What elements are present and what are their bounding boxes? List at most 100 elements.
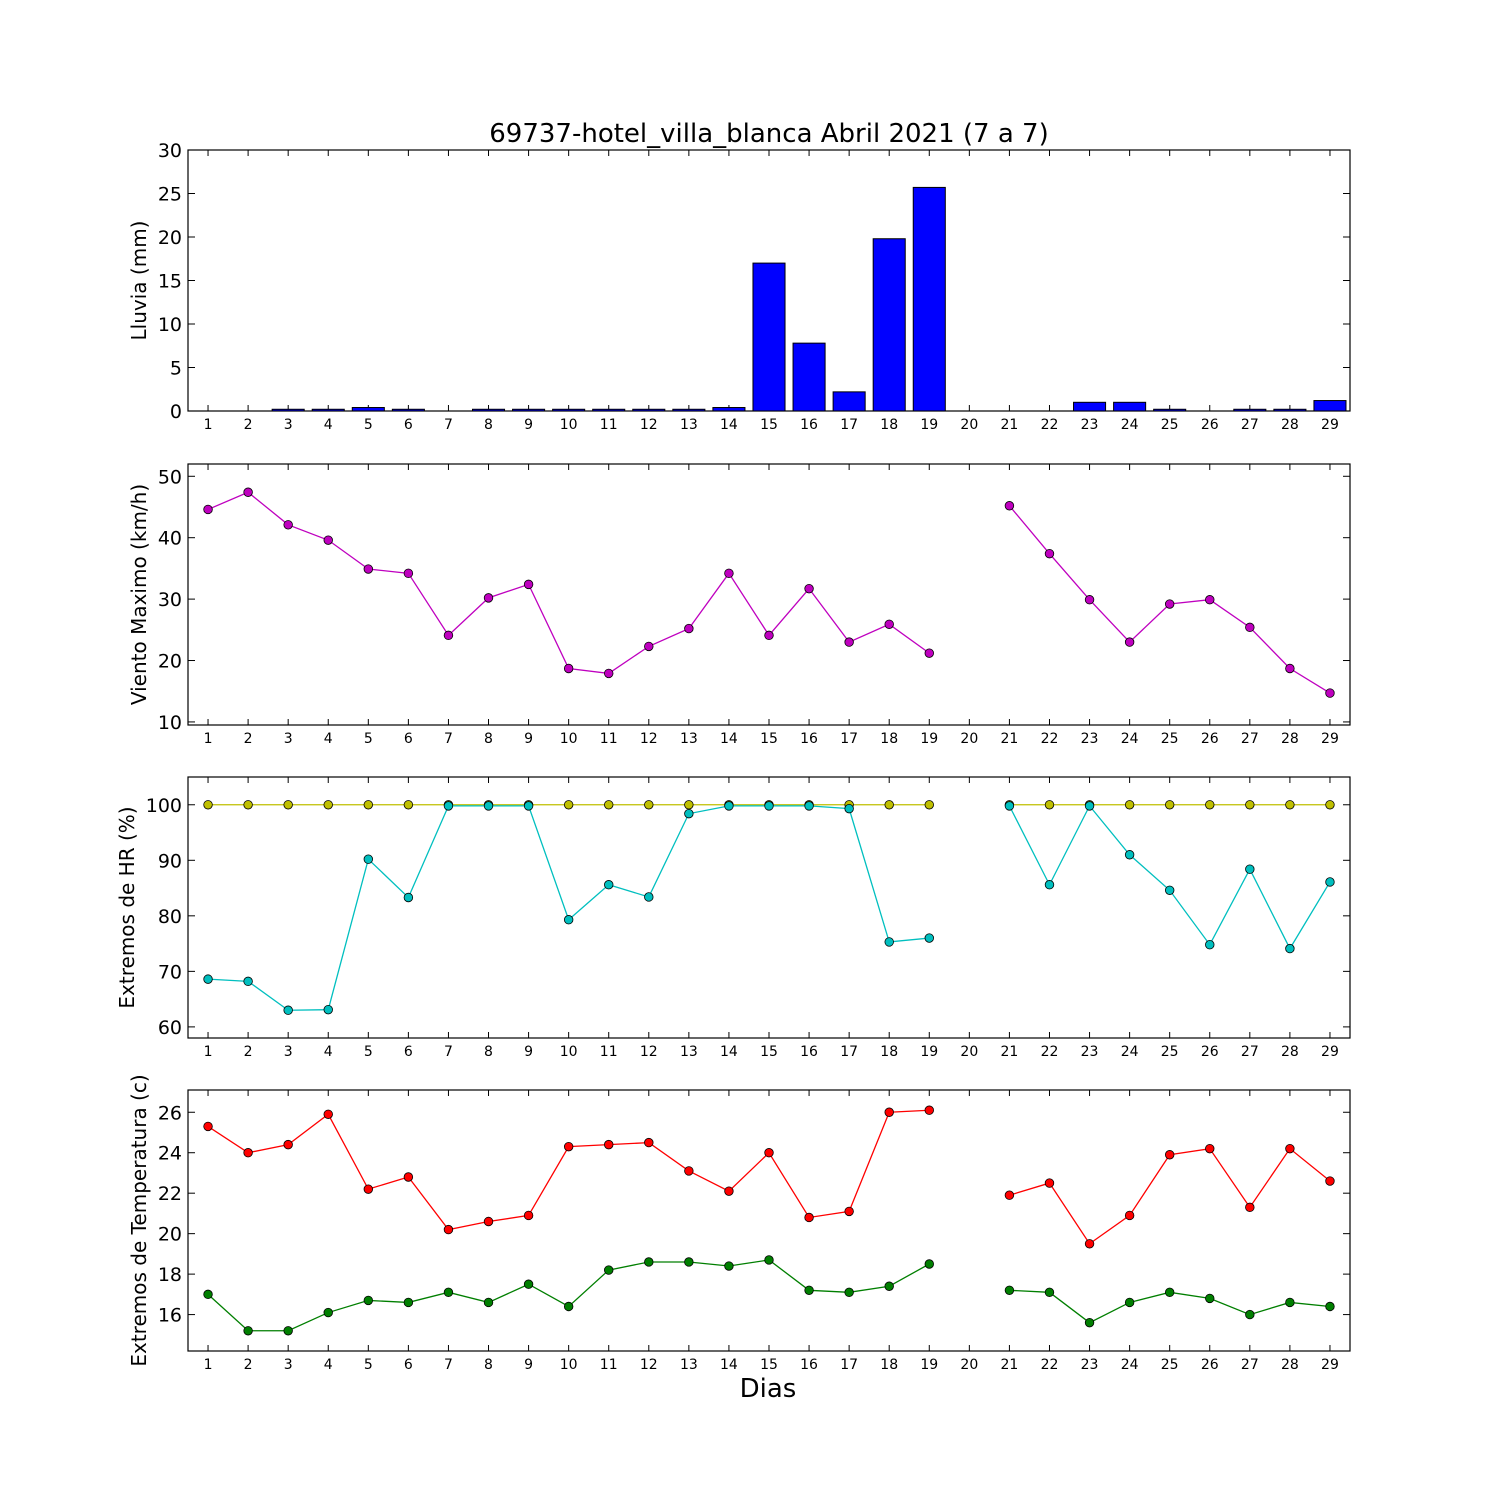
data-point [1245, 1202, 1255, 1213]
x-tick-label: 10 [560, 1357, 578, 1373]
data-point [1205, 940, 1215, 950]
data-point [644, 1257, 654, 1267]
data-point [1044, 548, 1055, 559]
y-axis-label: Extremos de Temperatura (c) [127, 1074, 151, 1366]
x-tick-label: 11 [600, 1357, 618, 1373]
y-tick-label: 10 [158, 314, 182, 336]
y-tick-label: 20 [158, 227, 182, 249]
data-point [523, 1210, 534, 1221]
y-tick-label: 0 [170, 401, 182, 423]
x-tick-label: 22 [1041, 1357, 1059, 1373]
x-tick-label: 4 [324, 417, 333, 433]
x-tick-label: 23 [1081, 1357, 1099, 1373]
data-point [443, 801, 454, 811]
x-tick-label: 17 [840, 417, 858, 433]
x-tick-label: 8 [484, 417, 493, 433]
data-point [203, 1289, 213, 1300]
x-tick-label: 7 [444, 731, 453, 747]
data-point [1124, 1210, 1135, 1221]
data-point [563, 1301, 574, 1312]
data-point [1004, 501, 1015, 511]
data-point [1325, 688, 1335, 698]
x-tick-label: 17 [840, 731, 858, 747]
x-tick-label: 20 [960, 1044, 978, 1060]
data-point [844, 1287, 854, 1298]
data-point [804, 1212, 814, 1223]
data-point [644, 1137, 654, 1148]
data-point [1205, 800, 1215, 810]
data-point [1164, 1287, 1175, 1298]
y-tick-label: 80 [158, 906, 182, 928]
x-tick-label: 20 [960, 417, 978, 433]
x-tick-label: 13 [680, 1357, 698, 1373]
panel-frame [187, 463, 1351, 726]
x-tick-label: 26 [1201, 1357, 1219, 1373]
data-point [604, 1265, 614, 1275]
data-point [1285, 1143, 1295, 1154]
data-point [644, 641, 654, 652]
data-point [1004, 1285, 1015, 1296]
data-point [884, 1107, 894, 1117]
data-point [563, 1141, 574, 1152]
x-tick-label: 28 [1281, 1044, 1299, 1060]
x-tick-label: 5 [364, 1044, 373, 1060]
x-tick-label: 1 [204, 1044, 213, 1060]
panel-frame [187, 776, 1351, 1039]
x-tick-label: 14 [720, 1044, 738, 1060]
series-line [207, 491, 930, 675]
bar [1233, 408, 1267, 412]
y-tick-label: 50 [158, 466, 182, 488]
data-point [924, 648, 934, 658]
bar [712, 407, 746, 412]
data-point [1164, 599, 1175, 609]
x-tick-label: 14 [720, 1357, 738, 1373]
data-point [323, 1307, 333, 1318]
y-tick-label: 24 [158, 1143, 182, 1165]
y-tick-label: 18 [158, 1264, 182, 1286]
x-axis-label: Dias [740, 1374, 797, 1404]
data-point [844, 803, 854, 814]
data-point [1124, 637, 1135, 647]
x-tick-label: 8 [484, 1044, 493, 1060]
x-tick-label: 5 [364, 417, 373, 433]
series-line [1008, 804, 1331, 950]
data-point [764, 1148, 774, 1158]
y-tick-label: 26 [158, 1102, 182, 1124]
bar [471, 408, 506, 412]
series-2 [203, 1255, 1335, 1336]
bar [1273, 408, 1307, 412]
data-point [684, 623, 694, 634]
y-tick-label: 15 [158, 271, 182, 293]
x-tick-label: 27 [1241, 731, 1259, 747]
x-tick-label: 12 [640, 731, 658, 747]
x-tick-label: 11 [600, 417, 618, 433]
data-point [924, 800, 934, 810]
data-point [1004, 801, 1015, 811]
data-point [1285, 663, 1295, 674]
data-point [363, 854, 374, 864]
bar [912, 186, 946, 412]
data-point [1084, 801, 1095, 811]
data-point [924, 1105, 934, 1115]
y-tick-label: 40 [158, 528, 182, 550]
data-point [1124, 850, 1135, 860]
x-tick-label: 1 [204, 417, 213, 433]
y-axis-label: Extremos de HR (%) [115, 806, 139, 1008]
x-tick-label: 29 [1321, 1044, 1339, 1060]
data-point [523, 801, 534, 811]
x-tick-label: 15 [760, 1044, 778, 1060]
data-point [604, 880, 614, 890]
data-point [644, 892, 654, 902]
data-point [1285, 943, 1295, 954]
y-tick-label: 20 [158, 1224, 182, 1246]
data-point [804, 583, 814, 594]
data-point [1245, 1309, 1255, 1320]
x-tick-label: 18 [880, 417, 898, 433]
data-point [483, 1216, 494, 1227]
x-tick-label: 23 [1081, 731, 1099, 747]
data-point [203, 974, 213, 984]
data-point [764, 1255, 774, 1265]
bar [552, 408, 586, 412]
x-tick-label: 2 [244, 417, 253, 433]
data-point [844, 637, 854, 647]
